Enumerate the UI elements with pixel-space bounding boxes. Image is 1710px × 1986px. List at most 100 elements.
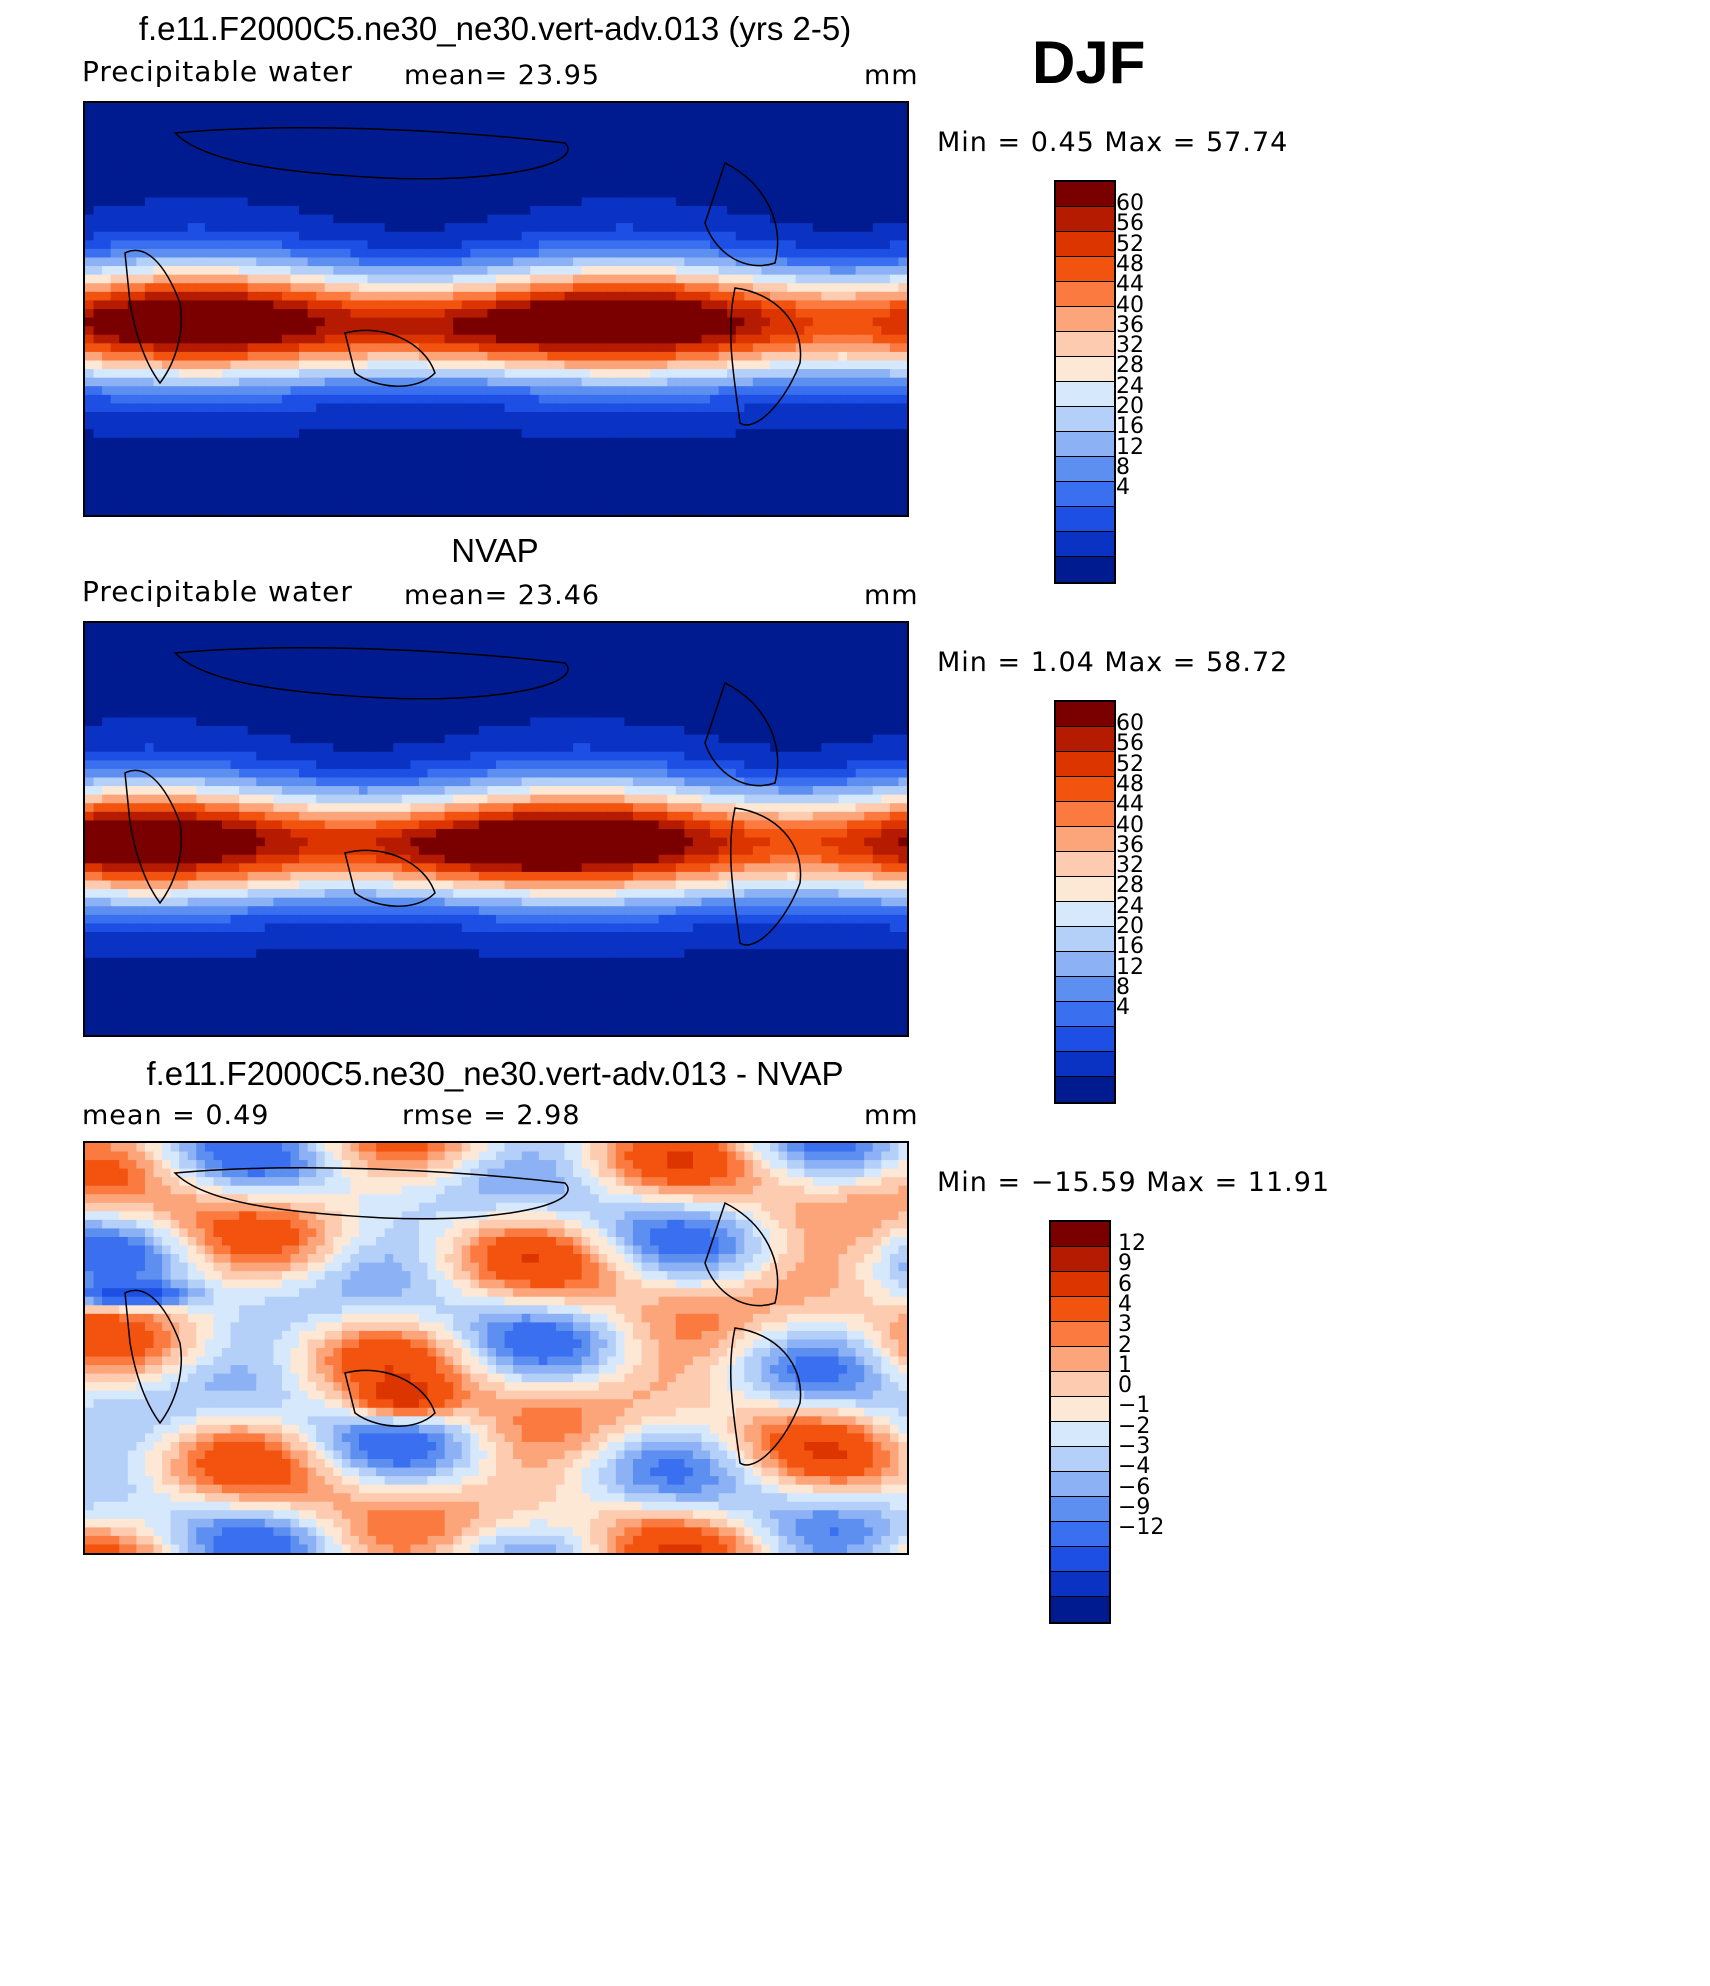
map-cell <box>829 231 840 241</box>
map-cell <box>410 463 420 473</box>
map-cell <box>530 648 540 658</box>
map-cell <box>290 128 300 138</box>
map-cell <box>829 472 840 482</box>
map-cell <box>256 248 266 259</box>
map-cell <box>641 283 651 293</box>
map-cell <box>555 429 566 439</box>
map-cell <box>239 274 249 284</box>
map-cell <box>727 446 737 456</box>
map-cell <box>281 343 292 353</box>
map-cell <box>273 386 283 396</box>
map-cell <box>658 343 668 353</box>
map-cell <box>804 437 814 447</box>
map-cell <box>436 171 446 181</box>
map-cell <box>829 437 840 447</box>
map-cell <box>179 343 189 353</box>
map-cell <box>573 103 583 113</box>
map-cell <box>93 326 103 336</box>
map-cell <box>633 369 643 379</box>
map-cell <box>350 472 360 482</box>
map-cell <box>333 257 343 267</box>
map-cell <box>444 420 454 430</box>
map-cell <box>359 317 369 327</box>
map-cell <box>650 300 660 310</box>
map-cell <box>376 291 386 302</box>
map-cell <box>110 248 120 259</box>
map-cell <box>144 437 155 447</box>
map-cell <box>504 291 514 302</box>
map-cell <box>162 497 172 508</box>
map-cell <box>598 377 608 387</box>
map-cell <box>196 266 206 276</box>
map-cell <box>376 437 386 447</box>
map-cell <box>547 240 557 250</box>
map-cell <box>838 506 848 515</box>
map-cell <box>444 351 454 362</box>
map-cell <box>889 394 900 405</box>
map-cell <box>350 257 360 267</box>
map-cell <box>547 154 557 164</box>
map-cell <box>675 309 685 319</box>
map-cell <box>555 214 566 224</box>
map-cell <box>453 137 463 147</box>
map-cell <box>213 386 223 396</box>
map-cell <box>350 248 360 259</box>
map-cell <box>144 343 155 353</box>
map-cell <box>530 472 540 482</box>
map-cell <box>359 386 369 396</box>
map-cell <box>581 648 591 658</box>
map-cell <box>718 300 728 310</box>
map-cell <box>564 420 574 430</box>
map-cell <box>496 403 506 413</box>
map-cell <box>812 386 822 396</box>
map-cell <box>641 223 651 233</box>
map-cell <box>470 154 480 164</box>
map-cell <box>281 111 292 121</box>
map-cell <box>795 360 805 370</box>
map-cell <box>127 257 137 267</box>
map-cell <box>829 369 840 379</box>
map-cell <box>555 631 566 641</box>
map-cell <box>162 163 172 173</box>
map-cell <box>273 111 283 121</box>
map-cell <box>384 300 394 310</box>
map-cell <box>316 506 326 515</box>
map-cell <box>281 163 292 173</box>
map-cell <box>864 274 874 284</box>
map-cell <box>658 351 668 362</box>
map-cell <box>384 472 394 482</box>
map-cell <box>761 369 771 379</box>
map-cell <box>590 154 600 164</box>
map-cell <box>85 412 95 422</box>
map-cell <box>410 377 420 387</box>
map-cell <box>555 506 566 515</box>
map-cell <box>804 623 814 633</box>
map-cell <box>496 334 506 344</box>
map-cell <box>752 640 763 650</box>
map-cell <box>496 197 506 207</box>
map-cell <box>436 463 446 473</box>
map-cell <box>239 334 249 344</box>
map-cell <box>179 386 189 396</box>
map-cell <box>538 386 548 396</box>
map-cell <box>444 240 454 250</box>
map-cell <box>641 266 651 276</box>
map-cell <box>444 111 454 121</box>
map-cell <box>102 248 112 259</box>
map-cell <box>136 154 146 164</box>
map-cell <box>376 369 386 379</box>
map-cell <box>581 412 591 422</box>
map-cell <box>230 240 240 250</box>
map-cell <box>136 394 146 405</box>
map-cell <box>727 369 737 379</box>
map-cell <box>487 180 497 190</box>
map-cell <box>196 497 206 508</box>
map-cell <box>530 480 540 490</box>
map-cell <box>847 377 857 387</box>
map-cell <box>692 454 703 465</box>
map-cell <box>290 120 300 130</box>
map-cell <box>170 403 180 413</box>
map-cell <box>872 145 882 156</box>
map-cell <box>770 343 780 353</box>
map-cell <box>684 300 694 310</box>
